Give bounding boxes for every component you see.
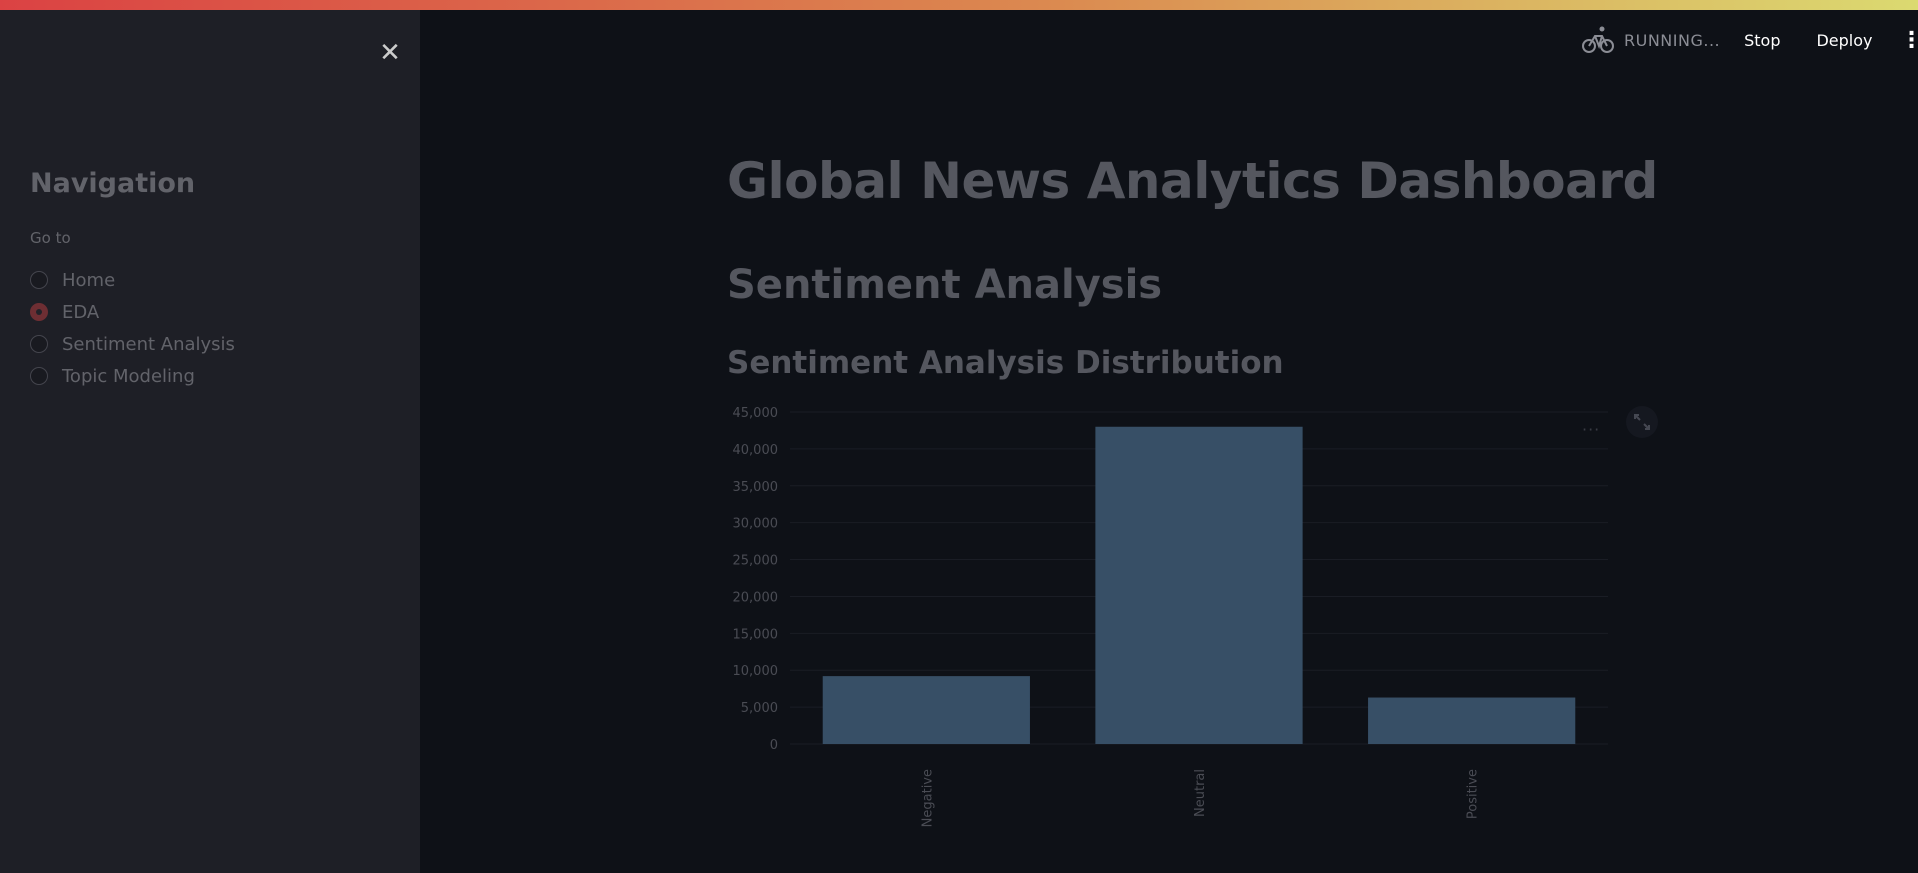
bicycle-icon	[1582, 26, 1614, 53]
radio-button[interactable]	[30, 271, 48, 289]
bar-negative	[822, 676, 1030, 744]
x-tick-label: Neutral	[1193, 769, 1208, 817]
chart-subheader: Sentiment Analysis Distribution	[727, 345, 1284, 381]
y-tick-label: 20,000	[733, 590, 779, 605]
top-decoration-bar	[0, 0, 1918, 10]
y-tick-label: 15,000	[733, 627, 779, 642]
y-tick-label: 45,000	[733, 406, 779, 421]
radio-label: Sentiment Analysis	[62, 333, 235, 355]
bar-neutral	[1095, 426, 1303, 744]
deploy-button[interactable]: Deploy	[1816, 30, 1873, 50]
sidebar-title: Navigation	[30, 168, 196, 199]
fullscreen-expand-icon[interactable]	[1626, 406, 1658, 438]
radio-label: EDA	[62, 301, 100, 323]
y-tick-label: 25,000	[733, 554, 779, 569]
navigation-radio-group: Home EDA Sentiment Analysis Topic Modeli…	[30, 264, 235, 392]
x-tick-label: Negative	[920, 769, 935, 827]
y-tick-label: 5,000	[741, 701, 778, 716]
radio-option-sentiment-analysis[interactable]: Sentiment Analysis	[30, 328, 235, 360]
radio-label: Topic Modeling	[62, 365, 195, 387]
y-tick-label: 0	[770, 738, 778, 753]
chart-menu-icon[interactable]: ···	[1582, 420, 1601, 439]
section-header: Sentiment Analysis	[727, 262, 1163, 308]
radio-button-selected[interactable]	[30, 303, 48, 321]
radio-group-label: Go to	[30, 229, 71, 247]
y-tick-label: 30,000	[733, 517, 779, 532]
radio-button[interactable]	[30, 335, 48, 353]
radio-label: Home	[62, 269, 116, 291]
bar-positive	[1368, 697, 1576, 744]
radio-option-home[interactable]: Home	[30, 264, 235, 296]
close-icon[interactable]: ✕	[379, 38, 401, 68]
x-tick-label: Positive	[1466, 769, 1481, 819]
main-menu-icon[interactable]: ⋮	[1900, 27, 1918, 53]
y-tick-label: 10,000	[733, 664, 779, 679]
running-status: RUNNING...	[1624, 30, 1721, 50]
page-title: Global News Analytics Dashboard	[727, 152, 1658, 210]
app-header: RUNNING... Stop Deploy ⋮	[1580, 20, 1918, 60]
radio-option-topic-modeling[interactable]: Topic Modeling	[30, 360, 235, 392]
bar-chart-container: 0 5,000 10,000 15,000 20,000 25,000 30,000 35,0…	[720, 400, 1658, 830]
sidebar: ✕ Navigation Go to Home EDA Sentiment An…	[0, 10, 420, 873]
y-tick-label: 40,000	[733, 443, 779, 458]
stop-button[interactable]: Stop	[1744, 30, 1781, 50]
bar-chart: 0 5,000 10,000 15,000 20,000 25,000 30,000 35,0…	[733, 406, 1608, 827]
radio-button[interactable]	[30, 367, 48, 385]
y-tick-label: 35,000	[733, 480, 779, 495]
radio-option-eda[interactable]: EDA	[30, 296, 235, 328]
